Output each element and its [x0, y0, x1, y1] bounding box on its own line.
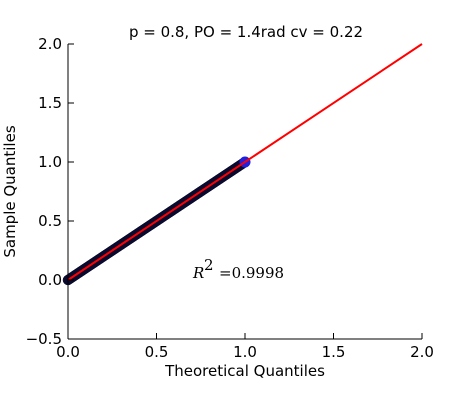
y-axis-ticks: −0.5 0.0 0.5 1.0 1.5 2.0: [26, 35, 74, 348]
y-tick-label: 0.5: [38, 212, 62, 230]
x-tick-label: 0.5: [145, 343, 169, 361]
y-tick-label: 2.0: [38, 35, 62, 53]
r-squared-value: =0.9998: [219, 264, 284, 282]
r-squared-symbol: R: [192, 264, 204, 282]
y-tick-label: 1.5: [38, 94, 62, 112]
x-axis-title: Theoretical Quantiles: [164, 362, 325, 380]
r-squared-annotation: R 2 =0.9998: [192, 256, 284, 282]
x-axis-ticks: 0.0 0.5 1.0 1.5 2.0: [56, 333, 434, 361]
plot-area: 0.0 0.5 1.0 1.5 2.0 −0.50.00.51.01.52.0: [26, 35, 434, 361]
x-tick-label: 0.0: [56, 343, 80, 361]
y-axis-title: Sample Quantiles: [1, 125, 19, 257]
x-tick-label: 1.5: [322, 343, 346, 361]
x-tick-label: 2.0: [410, 343, 434, 361]
y-tick-label: 0.0: [38, 271, 62, 289]
y-tick-label: 1.0: [38, 153, 62, 171]
x-tick-label: 1.0: [233, 343, 257, 361]
reference-line: [67, 43, 423, 281]
y-tick-label: −0.5: [26, 330, 62, 348]
r-squared-superscript: 2: [204, 256, 214, 274]
chart-title: p = 0.8, PO = 1.4rad cv = 0.22: [129, 23, 363, 41]
